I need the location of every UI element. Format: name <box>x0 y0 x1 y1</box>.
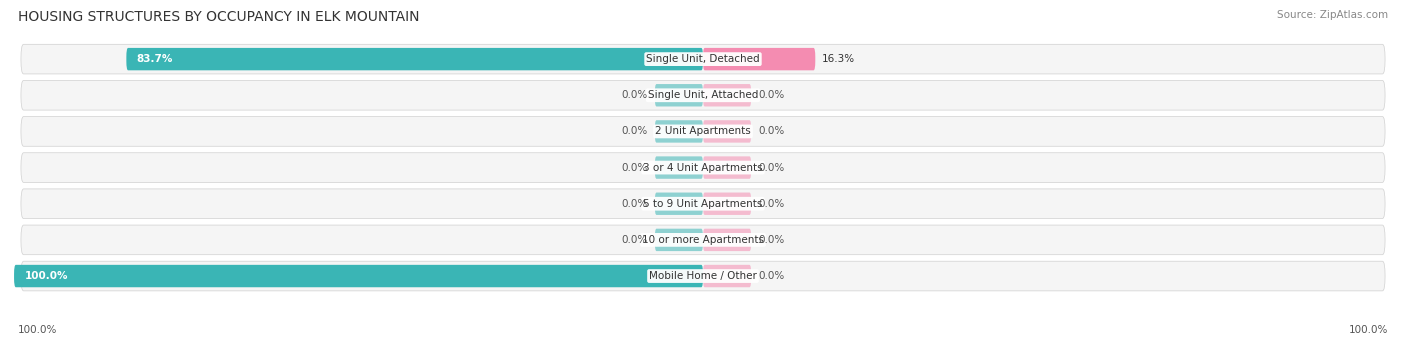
FancyBboxPatch shape <box>655 120 703 143</box>
Text: Mobile Home / Other: Mobile Home / Other <box>650 271 756 281</box>
Text: 5 to 9 Unit Apartments: 5 to 9 Unit Apartments <box>644 199 762 209</box>
FancyBboxPatch shape <box>21 153 1385 182</box>
Text: 2 Unit Apartments: 2 Unit Apartments <box>655 127 751 136</box>
FancyBboxPatch shape <box>21 261 1385 291</box>
FancyBboxPatch shape <box>21 117 1385 146</box>
Text: 16.3%: 16.3% <box>823 54 855 64</box>
Text: 0.0%: 0.0% <box>621 127 648 136</box>
Text: 0.0%: 0.0% <box>758 127 785 136</box>
Text: 0.0%: 0.0% <box>621 199 648 209</box>
FancyBboxPatch shape <box>703 193 751 215</box>
Text: 0.0%: 0.0% <box>621 235 648 245</box>
Text: 0.0%: 0.0% <box>621 162 648 173</box>
FancyBboxPatch shape <box>703 48 815 70</box>
Text: Single Unit, Detached: Single Unit, Detached <box>647 54 759 64</box>
Text: 0.0%: 0.0% <box>758 162 785 173</box>
FancyBboxPatch shape <box>655 193 703 215</box>
FancyBboxPatch shape <box>655 84 703 106</box>
Text: 0.0%: 0.0% <box>758 90 785 100</box>
Text: Source: ZipAtlas.com: Source: ZipAtlas.com <box>1277 10 1388 20</box>
FancyBboxPatch shape <box>21 80 1385 110</box>
Text: 100.0%: 100.0% <box>1348 325 1388 335</box>
FancyBboxPatch shape <box>703 229 751 251</box>
FancyBboxPatch shape <box>703 156 751 179</box>
FancyBboxPatch shape <box>703 265 751 287</box>
FancyBboxPatch shape <box>14 265 703 287</box>
FancyBboxPatch shape <box>703 84 751 106</box>
FancyBboxPatch shape <box>127 48 703 70</box>
Text: 0.0%: 0.0% <box>758 199 785 209</box>
Text: 0.0%: 0.0% <box>758 271 785 281</box>
FancyBboxPatch shape <box>21 225 1385 255</box>
Text: 10 or more Apartments: 10 or more Apartments <box>643 235 763 245</box>
FancyBboxPatch shape <box>655 229 703 251</box>
FancyBboxPatch shape <box>655 156 703 179</box>
Text: HOUSING STRUCTURES BY OCCUPANCY IN ELK MOUNTAIN: HOUSING STRUCTURES BY OCCUPANCY IN ELK M… <box>18 10 420 24</box>
Text: 3 or 4 Unit Apartments: 3 or 4 Unit Apartments <box>643 162 763 173</box>
Text: 0.0%: 0.0% <box>758 235 785 245</box>
Text: 100.0%: 100.0% <box>24 271 67 281</box>
FancyBboxPatch shape <box>703 120 751 143</box>
FancyBboxPatch shape <box>21 189 1385 219</box>
Text: 100.0%: 100.0% <box>18 325 58 335</box>
Text: Single Unit, Attached: Single Unit, Attached <box>648 90 758 100</box>
FancyBboxPatch shape <box>21 44 1385 74</box>
Text: 0.0%: 0.0% <box>621 90 648 100</box>
Text: 83.7%: 83.7% <box>136 54 173 64</box>
